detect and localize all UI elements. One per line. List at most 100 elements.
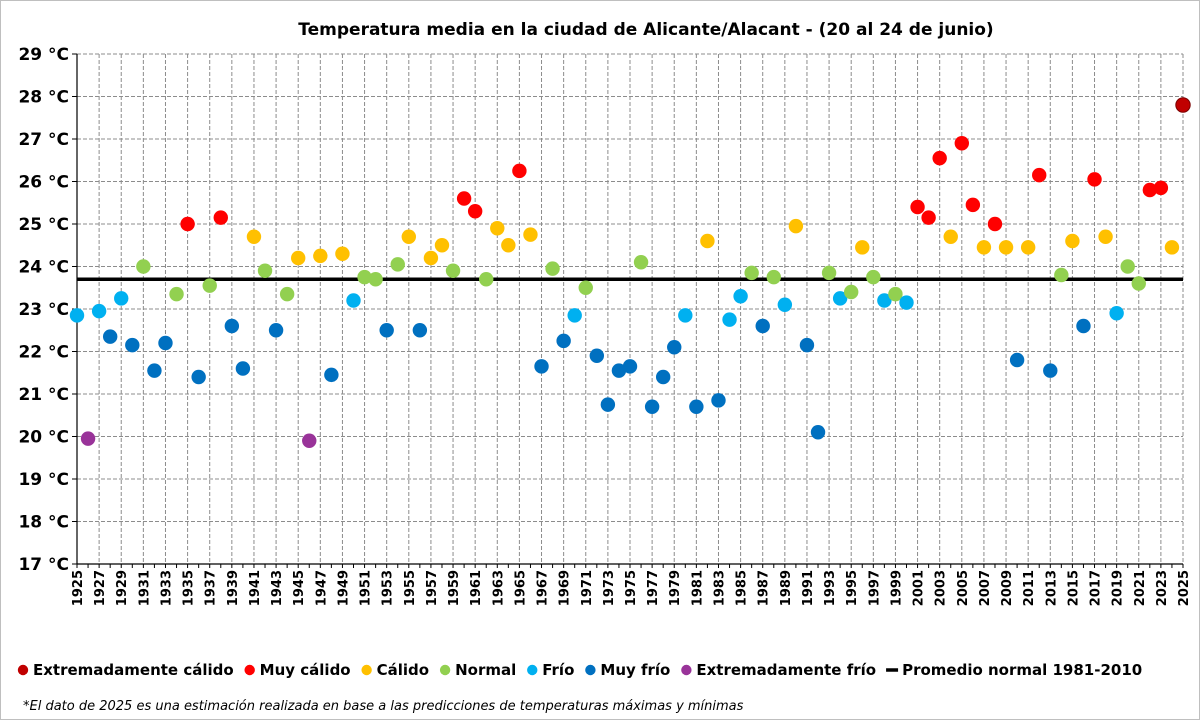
- x-tick-label: 1949: [336, 570, 351, 606]
- y-tick-label: 19 °C: [18, 470, 69, 490]
- data-point-1929: [114, 291, 129, 306]
- data-point-1941: [246, 229, 262, 244]
- data-point-1984: [722, 312, 737, 327]
- data-point-1990: [788, 218, 804, 234]
- data-point-2024: [1164, 240, 1180, 255]
- x-tick-label: 1925: [71, 570, 86, 606]
- data-point-1985: [733, 289, 748, 304]
- data-point-1967: [534, 359, 549, 374]
- data-point-1931: [136, 259, 151, 274]
- data-point-2000: [899, 295, 914, 310]
- data-point-1943: [268, 323, 284, 338]
- data-point-1983: [711, 393, 726, 408]
- data-point-2015: [1065, 233, 1080, 249]
- data-point-1968: [545, 261, 560, 276]
- data-point-1942: [257, 263, 273, 278]
- data-point-1962: [479, 272, 494, 287]
- legend-label-mc: Muy cálido: [260, 661, 351, 679]
- x-tick-label: 1965: [513, 570, 528, 606]
- x-tick-label: 1939: [226, 570, 241, 606]
- x-tick-label: 2025: [1177, 570, 1192, 606]
- data-point-1976: [633, 255, 649, 270]
- data-point-2012: [1032, 167, 1047, 183]
- x-tick-label: 1931: [137, 570, 152, 606]
- data-point-1963: [490, 221, 505, 236]
- x-tick-label: 1927: [93, 570, 108, 606]
- legend-label-mf: Muy frío: [600, 661, 670, 679]
- data-point-1975: [622, 359, 638, 374]
- y-tick-label: 28 °C: [18, 88, 69, 108]
- y-tick-label: 24 °C: [18, 258, 69, 278]
- x-tick-label: 2023: [1155, 570, 1170, 606]
- data-point-1948: [324, 367, 339, 383]
- x-tick-label: 1945: [292, 570, 307, 606]
- y-tick-label: 25 °C: [18, 215, 69, 235]
- data-point-2013: [1043, 363, 1058, 378]
- data-point-1993: [821, 265, 837, 281]
- x-tick-label: 1957: [425, 570, 440, 606]
- x-tick-label: 1969: [558, 570, 573, 606]
- data-point-2004: [943, 229, 958, 244]
- x-tick-label: 2001: [912, 570, 927, 606]
- legend-label-ec: Extremadamente cálido: [33, 661, 234, 679]
- x-tick-label: 1991: [801, 570, 816, 606]
- x-tick-label: 1999: [889, 570, 904, 606]
- data-point-1973: [600, 397, 616, 412]
- data-point-1980: [678, 308, 693, 323]
- data-point-1938: [213, 210, 228, 225]
- data-point-1994: [832, 291, 848, 306]
- data-point-1937: [202, 278, 217, 293]
- data-point-1927: [91, 303, 107, 319]
- data-point-1992: [810, 425, 826, 440]
- y-tick-label: 26 °C: [18, 173, 69, 193]
- legend-marker-f: [527, 664, 538, 676]
- legend-marker-n: [439, 664, 451, 676]
- data-points: [69, 97, 1191, 448]
- data-point-1946: [302, 433, 317, 448]
- data-point-2003: [932, 150, 947, 166]
- data-point-2014: [1054, 267, 1069, 283]
- data-point-1935: [180, 216, 195, 232]
- legend-label-n: Normal: [455, 661, 516, 679]
- y-tick-label: 22 °C: [18, 343, 69, 363]
- legend-label-c: Cálido: [377, 661, 429, 679]
- gridlines: [77, 53, 1184, 564]
- x-tick-label: 1989: [779, 570, 794, 606]
- legend-marker-mf: [585, 664, 596, 676]
- data-point-1965: [512, 163, 527, 179]
- x-tick-label: 1947: [314, 570, 329, 606]
- x-tick-label: 1975: [624, 570, 639, 606]
- data-point-1974: [611, 363, 627, 378]
- x-tick-label: 1961: [469, 570, 484, 606]
- data-point-1958: [434, 238, 450, 253]
- data-point-1964: [501, 238, 516, 253]
- x-tick-label: 1997: [867, 570, 882, 606]
- x-tick-label: 1979: [668, 570, 683, 606]
- data-point-1972: [589, 348, 605, 363]
- data-point-1977: [644, 399, 660, 414]
- legend-label-ef: Extremadamente frío: [696, 661, 876, 679]
- data-point-2005: [954, 136, 969, 151]
- data-point-2006: [965, 197, 981, 213]
- data-point-1957: [423, 250, 439, 266]
- data-point-1926: [80, 431, 96, 446]
- x-tick-label: 2019: [1111, 570, 1126, 606]
- y-tick-label: 18 °C: [18, 513, 69, 533]
- data-point-1991: [799, 337, 815, 353]
- data-point-2008: [987, 216, 1003, 232]
- x-tick-label: 1953: [381, 570, 396, 606]
- data-point-1932: [147, 363, 162, 378]
- data-point-1945: [291, 250, 306, 266]
- data-point-1930: [125, 337, 140, 353]
- data-point-1986: [744, 265, 759, 281]
- data-point-1953: [379, 323, 394, 338]
- data-point-1950: [346, 293, 361, 308]
- legend-marker-mc: [244, 664, 255, 676]
- x-tick-label: 2015: [1066, 570, 1081, 606]
- x-tick-label: 1951: [359, 570, 374, 606]
- x-tick-label: 2007: [978, 570, 993, 606]
- data-point-1939: [224, 318, 240, 334]
- legend-marker-ef: [681, 664, 692, 676]
- x-tick-label: 1959: [447, 570, 462, 606]
